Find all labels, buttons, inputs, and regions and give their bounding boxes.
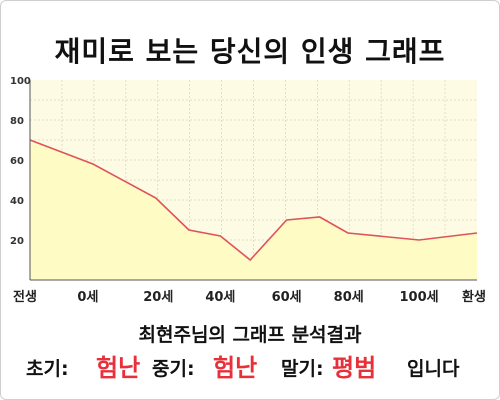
- middle-value: 험난: [213, 354, 258, 382]
- early-label: 초기:: [26, 358, 69, 380]
- x-tick-label: 40세: [205, 290, 235, 305]
- x-tick-label: 0세: [77, 290, 98, 305]
- series-line: [29, 139, 478, 262]
- x-tick-label: 80세: [334, 290, 364, 305]
- result-suffix: 입니다: [407, 358, 460, 380]
- y-tick-label: 100: [10, 76, 31, 87]
- y-tick-label: 20: [10, 236, 24, 247]
- y-tick-label: 60: [10, 156, 24, 167]
- area-fill: [30, 140, 477, 280]
- x-tick-label: 60세: [272, 290, 302, 305]
- late-label: 말기:: [281, 358, 324, 380]
- middle-label: 중기:: [152, 358, 195, 380]
- result-summary: 초기: 험난 중기: 험난 말기: 평범 입니다: [0, 348, 500, 382]
- page-title: 재미로 보는 당신의 인생 그래프: [54, 35, 446, 68]
- x-tick-label: 전생: [13, 289, 37, 305]
- y-tick-label: 80: [10, 116, 24, 127]
- late-value: 평범: [332, 354, 377, 382]
- early-value: 험난: [96, 354, 141, 382]
- x-tick-label: 환생: [462, 289, 486, 305]
- y-tick-label: 40: [10, 196, 24, 207]
- result-heading: 최현주님의 그래프 분석결과: [138, 324, 362, 346]
- x-tick-label: 20세: [143, 290, 173, 305]
- x-tick-label: 100세: [400, 290, 439, 305]
